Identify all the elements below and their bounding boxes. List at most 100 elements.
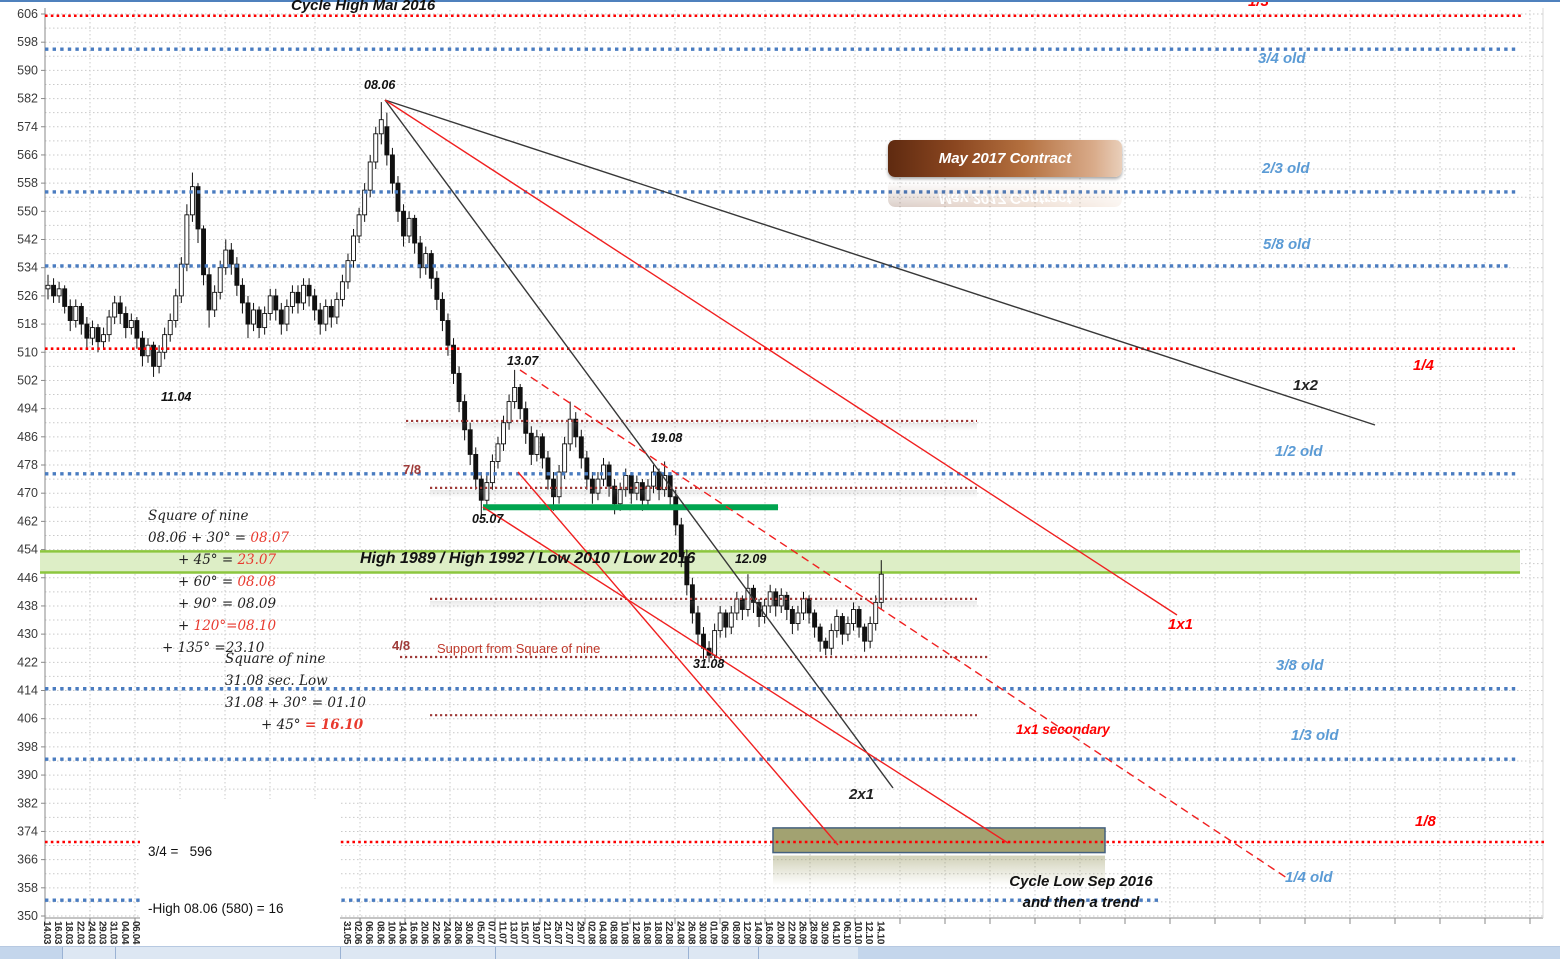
x-tick-label: 22.06 xyxy=(430,921,441,945)
line-label-1-3: 1/3 xyxy=(1248,0,1270,10)
candle-up xyxy=(712,630,718,656)
candle-up xyxy=(795,612,801,625)
y-tick-label: 534 xyxy=(17,261,38,275)
x-tick-label: 12.08 xyxy=(630,921,641,945)
candle-down xyxy=(456,372,462,403)
y-tick-label: 574 xyxy=(17,120,38,134)
line-label-2x1: 2x1 xyxy=(848,786,874,803)
candle-down xyxy=(234,263,240,286)
scrollbar-segment[interactable] xyxy=(858,947,1560,959)
x-tick-label: 16.08 xyxy=(641,921,652,945)
x-tick-label: 08.08 xyxy=(608,921,619,945)
y-axis-labels: 606 598 590 582 574 566 558 550 542 534 526 518 510 5… xyxy=(17,7,45,923)
line-label-1-4-old: 1/4 old xyxy=(1285,869,1333,886)
date-annotation: 19.08 xyxy=(651,431,682,445)
candle-up xyxy=(262,313,268,329)
x-tick-label: 01.09 xyxy=(708,921,719,945)
candle-up xyxy=(217,267,223,293)
trend-line-1x2 xyxy=(384,99,1376,426)
sq9-title: Square of nine xyxy=(225,651,326,667)
candle-down xyxy=(417,242,423,269)
y-tick-label: 374 xyxy=(17,824,38,838)
candle-down xyxy=(295,291,301,304)
x-tick-label: 06.04 xyxy=(130,921,141,945)
fraction-calc-note: 3/4 = 596 -High 08.06 (580) = 16 1/4=354… xyxy=(140,799,340,959)
candle-down xyxy=(823,640,829,649)
candle-down xyxy=(201,228,206,276)
square-of-nine-block-2: Square of nine 31.08 sec. Low 31.08 + 30… xyxy=(225,648,366,736)
x-tick-label: 16.09 xyxy=(763,921,774,945)
date-annotation: 05.07 xyxy=(472,512,504,526)
candle-down xyxy=(239,284,245,304)
candle-up xyxy=(828,630,834,649)
candle-down xyxy=(673,496,679,526)
candle-up xyxy=(89,327,95,339)
candle-down xyxy=(151,344,156,367)
candle-down xyxy=(312,295,318,311)
x-tick-label: 11.07 xyxy=(497,921,508,944)
trend-line-1x1 xyxy=(384,99,1178,616)
candle-up xyxy=(73,305,79,321)
target-zone-reflection xyxy=(773,855,1105,886)
trend-line-gann-fan-left-2 xyxy=(517,471,839,846)
candle-up xyxy=(367,161,373,191)
candle-up xyxy=(56,288,62,297)
candle-up xyxy=(501,422,506,445)
candle-down xyxy=(701,633,706,649)
x-tick-label: 15.07 xyxy=(519,921,530,945)
candle-up xyxy=(339,281,345,300)
line-label-2-3-old: 2/3 old xyxy=(1261,160,1310,177)
candle-up xyxy=(351,235,356,262)
x-tick-label: 30.06 xyxy=(463,921,474,945)
x-tick-label: 22.08 xyxy=(663,921,674,945)
x-tick-label: 24.03 xyxy=(85,921,96,945)
sheet-scrollbar[interactable] xyxy=(0,946,1560,959)
x-tick-label: 14.09 xyxy=(752,921,763,945)
x-tick-label: 14.06 xyxy=(397,921,408,945)
x-tick-label: 25.07 xyxy=(552,921,563,945)
x-tick-label: 06.09 xyxy=(719,921,730,945)
candle-up xyxy=(662,475,668,491)
y-tick-label: 422 xyxy=(17,655,38,669)
x-tick-label: 22.03 xyxy=(74,921,85,945)
x-tick-label: 18.08 xyxy=(652,921,663,945)
candle-up xyxy=(489,461,495,484)
candle-down xyxy=(684,556,690,586)
line-label-support-from-square-of-nine: Support from Square of nine xyxy=(437,641,600,656)
candle-up xyxy=(423,253,429,269)
candle-up xyxy=(301,284,306,304)
candle-down xyxy=(228,249,234,265)
level-reflection xyxy=(430,600,977,609)
level-reflection xyxy=(430,489,977,498)
x-tick-label: 26.08 xyxy=(685,921,696,945)
candle-down xyxy=(695,612,701,635)
x-tick-label: 30.09 xyxy=(819,921,830,945)
candle-down xyxy=(84,323,90,339)
candle-up xyxy=(323,305,329,325)
square-of-nine-block-1: Square of nine 08.06 + 30° = 08.07 + 45°… xyxy=(148,505,289,659)
candle-up xyxy=(506,401,512,424)
candle-up xyxy=(184,214,190,265)
x-tick-label: 10.10 xyxy=(852,921,863,945)
candle-up xyxy=(406,217,412,237)
candle-down xyxy=(123,313,129,329)
x-tick-label: 05.07 xyxy=(474,921,485,945)
x-tick-label: 27.07 xyxy=(563,921,574,945)
level-lines xyxy=(45,14,1545,902)
line-labels: 1/3 1/4 1/8 3/4 old 2/3 old 5/8 old 1/2 old 3/8… xyxy=(392,0,1437,886)
candle-down xyxy=(317,309,323,325)
x-tick-label: 02.08 xyxy=(585,921,596,945)
candle-up xyxy=(223,249,229,269)
x-tick-label: 16.06 xyxy=(408,921,419,945)
candle-down xyxy=(434,277,440,300)
candle-down xyxy=(62,288,68,307)
y-tick-label: 478 xyxy=(17,458,38,472)
candle-up xyxy=(601,464,606,480)
line-label-1-4: 1/4 xyxy=(1413,357,1435,374)
y-tick-label: 566 xyxy=(17,148,38,162)
scrollbar-divider xyxy=(758,947,759,959)
scrollbar-segment[interactable] xyxy=(0,947,62,959)
y-tick-label: 502 xyxy=(17,373,38,387)
contract-badge-reflection: May 2017 Contract xyxy=(888,179,1122,207)
